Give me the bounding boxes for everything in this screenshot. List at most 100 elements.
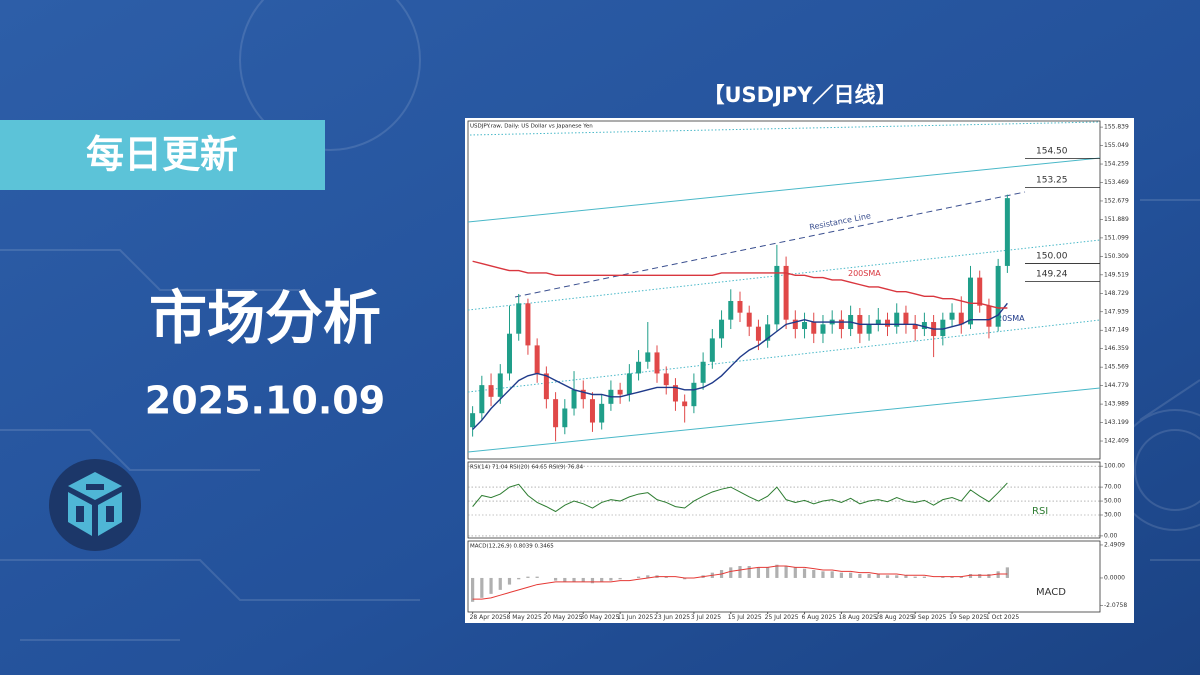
macd-bar [766, 567, 770, 578]
macd-bar [471, 577, 475, 602]
candle-body [470, 413, 476, 428]
x-tick-label: 15 Jul 2025 [728, 614, 762, 621]
macd-bar [498, 577, 502, 590]
macd-bar [664, 576, 668, 578]
macd-bar [895, 575, 899, 578]
candle-body [488, 385, 494, 397]
macd-bar [581, 577, 585, 582]
candle-body [792, 319, 798, 330]
candle-body [875, 319, 881, 325]
candle-body [977, 277, 983, 306]
y-tick-label: 151.099 [1104, 234, 1129, 241]
candle-body [626, 373, 632, 395]
candle-body [783, 265, 789, 320]
candle-body [820, 324, 826, 334]
candle-body [719, 319, 725, 339]
macd-bar [756, 567, 761, 578]
y-tick-label: 146.359 [1104, 345, 1129, 352]
y-tick-label: 50.00 [1104, 498, 1121, 505]
candle-body [811, 322, 817, 334]
x-tick-label: 1 Oct 2025 [986, 614, 1019, 621]
y-tick-label: 30.00 [1104, 511, 1121, 518]
macd-bar [784, 566, 788, 578]
x-tick-label: 3 Jul 2025 [691, 614, 721, 621]
y-tick-label: 155.049 [1104, 142, 1129, 149]
macd-bar [913, 576, 917, 578]
macd-bar [830, 571, 834, 578]
candle-body [479, 385, 485, 414]
logo [49, 459, 141, 551]
macd-bar [876, 573, 880, 578]
macd-bar [996, 571, 1000, 578]
series-label: 200SMA [848, 269, 881, 278]
y-tick-label: 152.679 [1104, 197, 1129, 204]
candle-body [940, 319, 946, 337]
candle-body [995, 265, 1001, 327]
macd-bar [793, 567, 797, 578]
candle-body [516, 303, 522, 334]
badge-text: 每日更新 [86, 133, 238, 177]
x-tick-label: 20 May 2025 [543, 614, 582, 621]
chart-caption: 【USDJPY／日线】 [703, 83, 896, 107]
macd-bar [535, 576, 539, 578]
channel-lines [467, 121, 1101, 453]
candle-body [1004, 198, 1010, 266]
macd-bar [618, 577, 622, 580]
candle-body [894, 312, 900, 327]
candle-body [755, 326, 761, 341]
candle-body [506, 333, 512, 374]
y-tick-label: 145.569 [1104, 364, 1129, 371]
macd-bar [839, 572, 844, 578]
macd-bar [821, 571, 825, 578]
macd-bar [1005, 567, 1009, 578]
macd-bar [987, 573, 991, 578]
level-label: 149.24 [1036, 269, 1068, 279]
candle-body [885, 319, 891, 327]
x-tick-label: 11 Jun 2025 [617, 614, 653, 621]
y-tick-label: 150.309 [1104, 253, 1129, 260]
macd-bar [904, 575, 908, 578]
candle-body [746, 312, 752, 327]
moving-average [472, 302, 1008, 431]
pane-title: USDJPY.raw, Daily: US Dollar vs Japanese… [470, 124, 593, 130]
macd-bar [609, 577, 613, 581]
level-label: 153.25 [1036, 176, 1068, 186]
date: 2025.10.09 [145, 379, 385, 423]
candle-body [617, 389, 623, 395]
macd-bar [636, 576, 641, 578]
macd-bar [590, 577, 595, 584]
candle-body [866, 324, 872, 334]
y-tick-label: 154.259 [1104, 161, 1129, 168]
macd-bar [747, 566, 751, 578]
macd-bar [922, 576, 926, 578]
y-tick-label: 155.839 [1104, 124, 1129, 131]
candle-body [534, 345, 540, 374]
candle-body [774, 265, 780, 325]
macd-bar [489, 577, 493, 594]
macd-bar [517, 577, 521, 580]
candle-body [691, 382, 697, 407]
candle-body [728, 300, 734, 320]
candle-body [525, 303, 531, 346]
macd-bar [849, 572, 853, 578]
y-tick-label: 70.00 [1104, 484, 1121, 491]
y-tick-label: 143.199 [1104, 419, 1129, 426]
macd-bar [968, 573, 973, 578]
macd-bar [978, 573, 982, 578]
x-tick-label: 18 Aug 2025 [838, 614, 877, 621]
y-tick-label: -2.0758 [1104, 602, 1127, 609]
x-tick-label: 6 Aug 2025 [802, 614, 837, 621]
candle-body [562, 408, 568, 428]
macd-bar [729, 567, 733, 578]
macd-bar [738, 566, 742, 578]
signal-line [472, 565, 1008, 600]
badge [0, 120, 325, 190]
candle-body [967, 277, 973, 325]
y-tick-label: 0.0000 [1104, 574, 1125, 581]
candle-body [802, 322, 808, 330]
macd-bar [959, 576, 963, 578]
candle-body [589, 399, 595, 423]
y-tick-label: 100.00 [1104, 463, 1125, 470]
